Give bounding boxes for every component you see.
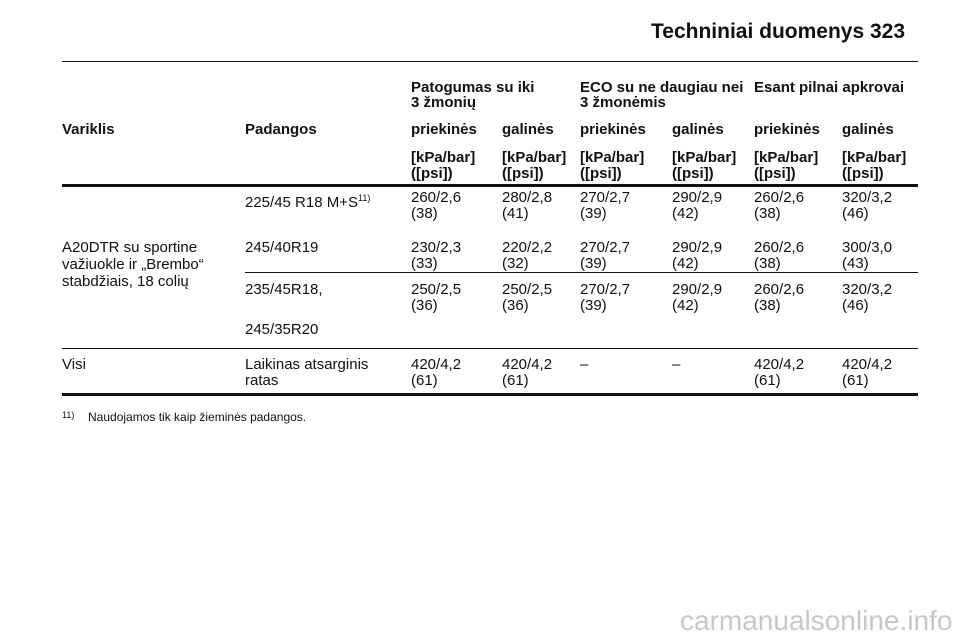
unit-label: [kPa/bar] <box>502 149 567 166</box>
pressure-cell: (33) <box>411 255 438 272</box>
pressure-cell: – <box>580 356 589 373</box>
unit-label: ([psi]) <box>754 165 796 182</box>
column-header: Variklis <box>62 121 115 138</box>
pressure-cell: (61) <box>502 372 529 389</box>
column-header: priekinės <box>411 121 477 138</box>
pressure-cell: 320/3,2 <box>842 189 893 206</box>
page-number: 323 <box>870 20 906 43</box>
footnote-text: Naudojamos tik kaip žieminės padangos. <box>88 410 307 424</box>
pressure-cell: (42) <box>672 205 699 222</box>
engine-cell: stabdžiais, 18 colių <box>62 273 189 290</box>
unit-label: [kPa/bar] <box>754 149 819 166</box>
pressure-cell: (32) <box>502 255 529 272</box>
watermark: carmanualsonline.info <box>680 605 953 636</box>
pressure-cell: 260/2,6 <box>754 239 805 256</box>
pressure-cell: (43) <box>842 255 869 272</box>
pressure-cell: – <box>672 356 681 373</box>
pressure-cell: (61) <box>842 372 869 389</box>
pressure-cell: (38) <box>754 297 781 314</box>
pressure-cell: (39) <box>580 297 607 314</box>
group-header: Patogumas su iki <box>411 79 535 96</box>
column-header: priekinės <box>754 121 820 138</box>
header-title: Techniniai duomenys <box>651 20 865 43</box>
pressure-cell: (42) <box>672 255 699 272</box>
tire-cell: 245/40R19 <box>245 239 319 256</box>
unit-label: ([psi]) <box>580 165 622 182</box>
tire-cell: 245/35R20 <box>245 321 319 338</box>
unit-label: ([psi]) <box>672 165 714 182</box>
pressure-cell: 290/2,9 <box>672 189 723 206</box>
footnote-mark: 11) <box>62 410 75 420</box>
footnote-ref: 11) <box>358 193 371 203</box>
pressure-cell: 220/2,2 <box>502 239 553 256</box>
pressure-cell: 260/2,6 <box>754 281 805 298</box>
pressure-cell: 420/4,2 <box>502 356 553 373</box>
pressure-cell: (61) <box>411 372 438 389</box>
engine-cell: Visi <box>62 356 86 373</box>
pressure-cell: (41) <box>502 205 529 222</box>
tire-cell: 225/45 R18 M+S11) <box>245 193 371 211</box>
column-header: galinės <box>842 121 894 138</box>
pressure-cell: (42) <box>672 297 699 314</box>
unit-label: ([psi]) <box>411 165 453 182</box>
pressure-cell: 300/3,0 <box>842 239 893 256</box>
pressure-cell: 270/2,7 <box>580 239 631 256</box>
pressure-cell: (61) <box>754 372 781 389</box>
group-header: 3 žmonių <box>411 94 477 111</box>
bottom-rule <box>62 393 918 396</box>
pressure-cell: (36) <box>502 297 529 314</box>
pressure-cell: 420/4,2 <box>754 356 805 373</box>
group-header: ECO su ne daugiau nei <box>580 79 744 96</box>
row-rule <box>245 272 918 273</box>
unit-label: [kPa/bar] <box>580 149 645 166</box>
pressure-cell: (38) <box>754 205 781 222</box>
pressure-cell: (38) <box>411 205 438 222</box>
unit-label: [kPa/bar] <box>672 149 737 166</box>
header-rule <box>62 184 918 187</box>
row-rule <box>62 348 918 349</box>
tire-cell: 235/45R18, <box>245 281 323 298</box>
pressure-cell: 250/2,5 <box>502 281 553 298</box>
tire-cell: Laikinas atsarginis <box>245 356 369 373</box>
pressure-cell: 250/2,5 <box>411 281 462 298</box>
unit-label: ([psi]) <box>502 165 544 182</box>
unit-label: [kPa/bar] <box>842 149 907 166</box>
pressure-cell: 260/2,6 <box>411 189 462 206</box>
pressure-cell: 420/4,2 <box>411 356 462 373</box>
pressure-cell: 270/2,7 <box>580 281 631 298</box>
pressure-cell: (39) <box>580 205 607 222</box>
group-header: 3 žmonėmis <box>580 94 666 111</box>
pressure-cell: 320/3,2 <box>842 281 893 298</box>
engine-cell: važiuokle ir „Brembo“ <box>62 256 204 273</box>
pressure-cell: 270/2,7 <box>580 189 631 206</box>
column-header: galinės <box>502 121 554 138</box>
pressure-cell: (46) <box>842 297 869 314</box>
pressure-cell: (36) <box>411 297 438 314</box>
pressure-cell: (38) <box>754 255 781 272</box>
pressure-cell: 290/2,9 <box>672 239 723 256</box>
pressure-cell: 280/2,8 <box>502 189 553 206</box>
group-header: Esant pilnai apkrovai <box>754 79 905 96</box>
pressure-cell: 420/4,2 <box>842 356 893 373</box>
engine-cell: A20DTR su sportine <box>62 239 198 256</box>
pressure-cell: (46) <box>842 205 869 222</box>
pressure-cell: 230/2,3 <box>411 239 462 256</box>
top-rule <box>62 61 918 62</box>
unit-label: [kPa/bar] <box>411 149 476 166</box>
tire-cell: ratas <box>245 372 279 389</box>
pressure-cell: 260/2,6 <box>754 189 805 206</box>
column-header: galinės <box>672 121 724 138</box>
pressure-cell: 290/2,9 <box>672 281 723 298</box>
column-header: Padangos <box>245 121 317 138</box>
unit-label: ([psi]) <box>842 165 884 182</box>
pressure-cell: (39) <box>580 255 607 272</box>
column-header: priekinės <box>580 121 646 138</box>
